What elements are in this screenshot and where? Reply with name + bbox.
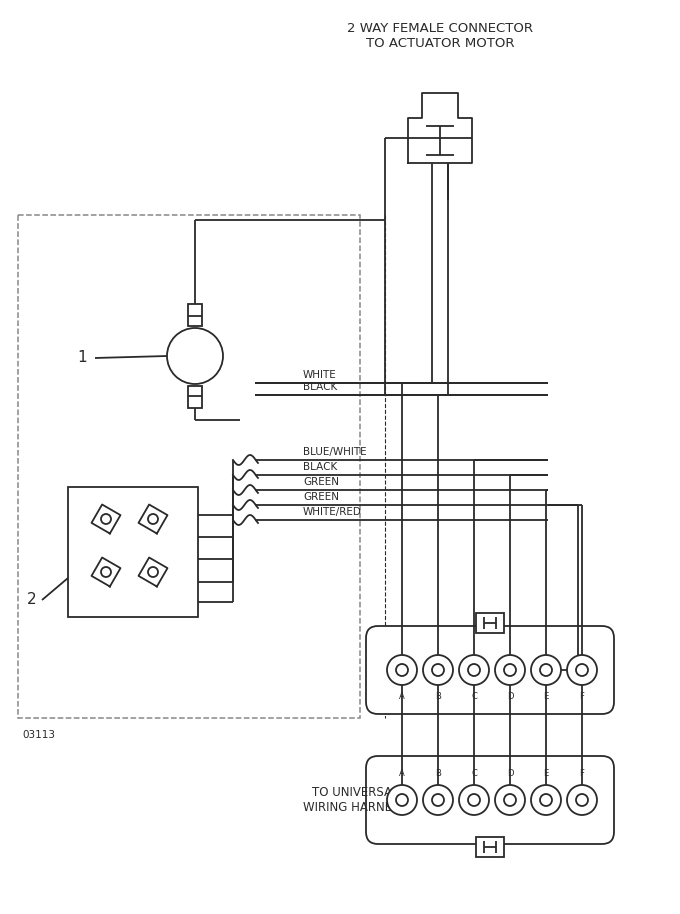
- Circle shape: [459, 785, 489, 815]
- Text: 2: 2: [27, 592, 37, 608]
- Text: B: B: [435, 692, 441, 701]
- Text: BLUE/WHITE: BLUE/WHITE: [303, 447, 367, 457]
- Circle shape: [396, 794, 408, 806]
- Circle shape: [504, 664, 516, 676]
- Circle shape: [387, 785, 417, 815]
- Circle shape: [495, 785, 525, 815]
- Circle shape: [540, 794, 552, 806]
- Circle shape: [387, 655, 417, 685]
- Circle shape: [495, 655, 525, 685]
- Text: B: B: [435, 769, 441, 778]
- Text: C: C: [471, 692, 477, 701]
- Text: F: F: [579, 692, 584, 701]
- Circle shape: [101, 514, 111, 524]
- Text: E: E: [543, 692, 549, 701]
- Circle shape: [432, 664, 444, 676]
- Text: BLACK: BLACK: [303, 462, 337, 472]
- FancyBboxPatch shape: [366, 756, 614, 844]
- Circle shape: [531, 655, 561, 685]
- Circle shape: [148, 514, 158, 524]
- Circle shape: [148, 567, 158, 577]
- Text: C: C: [471, 769, 477, 778]
- Circle shape: [423, 655, 453, 685]
- Polygon shape: [92, 558, 120, 587]
- Circle shape: [423, 785, 453, 815]
- Circle shape: [576, 664, 588, 676]
- Polygon shape: [408, 93, 472, 163]
- Text: A: A: [399, 692, 405, 701]
- Circle shape: [101, 567, 111, 577]
- Circle shape: [540, 664, 552, 676]
- Polygon shape: [139, 558, 167, 587]
- Text: D: D: [507, 769, 513, 778]
- Circle shape: [504, 794, 516, 806]
- Text: A: A: [399, 769, 405, 778]
- Text: BLACK: BLACK: [303, 382, 337, 392]
- Text: GREEN: GREEN: [303, 492, 339, 502]
- Bar: [476, 837, 504, 857]
- Circle shape: [167, 328, 223, 384]
- Circle shape: [396, 664, 408, 676]
- FancyBboxPatch shape: [366, 626, 614, 714]
- Text: WHITE: WHITE: [303, 370, 337, 380]
- Bar: [18, 215, 360, 718]
- Bar: [188, 386, 202, 408]
- Polygon shape: [92, 505, 120, 534]
- Text: WHITE/RED: WHITE/RED: [303, 507, 362, 517]
- Polygon shape: [139, 505, 167, 534]
- Bar: [476, 613, 504, 633]
- Text: 03113: 03113: [22, 730, 55, 740]
- Text: TO UNIVERSAL
WIRING HARNESS: TO UNIVERSAL WIRING HARNESS: [303, 786, 407, 814]
- Circle shape: [459, 655, 489, 685]
- Circle shape: [468, 664, 480, 676]
- Text: 1: 1: [78, 350, 87, 366]
- Text: D: D: [507, 692, 513, 701]
- Text: 2 WAY FEMALE CONNECTOR
TO ACTUATOR MOTOR: 2 WAY FEMALE CONNECTOR TO ACTUATOR MOTOR: [347, 22, 533, 50]
- Circle shape: [567, 655, 597, 685]
- Circle shape: [432, 794, 444, 806]
- Bar: [188, 304, 202, 326]
- Text: GREEN: GREEN: [303, 477, 339, 487]
- Circle shape: [468, 794, 480, 806]
- Bar: [68, 487, 198, 617]
- Text: F: F: [579, 769, 584, 778]
- Circle shape: [567, 785, 597, 815]
- Circle shape: [576, 794, 588, 806]
- Text: E: E: [543, 769, 549, 778]
- Circle shape: [531, 785, 561, 815]
